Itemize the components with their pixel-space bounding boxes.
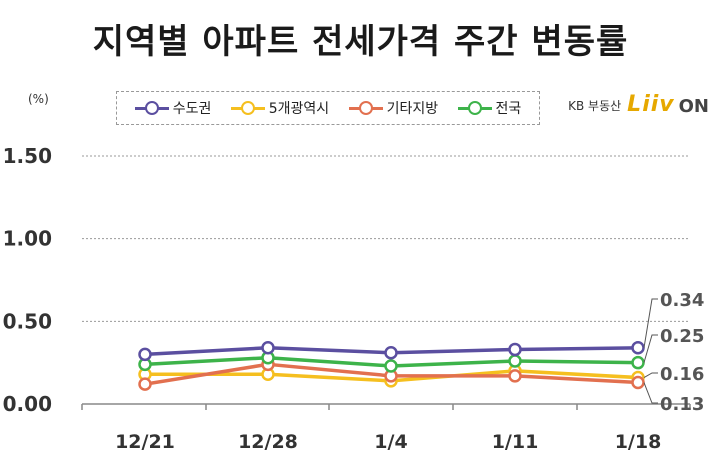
legend-swatch <box>348 101 383 115</box>
end-value-label: 0.25 <box>660 326 704 347</box>
legend-dot <box>144 101 159 115</box>
brand-logo-text: Liiv <box>627 92 675 117</box>
y-tick-label: 1.50 <box>3 144 52 168</box>
brand-suffix: ON <box>678 96 709 117</box>
x-tick-label: 12/21 <box>115 431 175 453</box>
legend-item-metro: 수도권 <box>134 98 212 118</box>
series-point <box>508 369 522 383</box>
chart-legend: 수도권 5개광역시 기타지방 전국 <box>116 91 540 125</box>
legend-label: 5개광역시 <box>268 101 330 117</box>
legend-label: 수도권 <box>172 101 212 117</box>
series-point <box>138 347 152 362</box>
y-tick-label: 1.00 <box>3 227 52 251</box>
end-value-label: 0.34 <box>660 290 704 311</box>
x-tick-label: 1/4 <box>374 431 407 453</box>
legend-item-nationwide: 전국 <box>457 98 522 118</box>
series-point <box>138 377 152 391</box>
legend-dot <box>358 101 373 115</box>
series-point <box>261 341 275 355</box>
legend-dot <box>240 101 255 115</box>
chart-title: 지역별 아파트 전세가격 주간 변동률 <box>92 22 629 62</box>
legend-swatch <box>230 101 265 115</box>
end-value-label: 0.13 <box>660 394 704 415</box>
legend-swatch <box>457 101 492 115</box>
x-tick-label: 1/18 <box>615 431 662 453</box>
x-tick-label: 12/28 <box>238 431 298 453</box>
y-tick-label: 0.00 <box>3 392 52 416</box>
brand-logo: KB 부동산 Liiv ON <box>568 92 709 117</box>
callout-line <box>643 298 658 348</box>
series-point <box>384 345 398 360</box>
legend-item-five-cities: 5개광역시 <box>230 98 330 118</box>
brand-prefix: KB 부동산 <box>568 99 622 113</box>
x-tick-label: 1/11 <box>492 431 539 453</box>
series-point <box>384 359 398 373</box>
callout-line <box>643 334 658 363</box>
series-point <box>631 341 645 355</box>
legend-dot <box>467 101 482 115</box>
series-point <box>631 355 645 370</box>
end-value-label: 0.16 <box>660 364 704 385</box>
legend-swatch <box>134 101 169 115</box>
legend-item-other-regions: 기타지방 <box>348 98 439 118</box>
series-point <box>508 342 522 357</box>
series-point <box>508 354 522 368</box>
legend-label: 전국 <box>495 101 522 117</box>
y-tick-label: 0.50 <box>3 309 52 333</box>
series-point <box>631 375 645 390</box>
callout-line <box>643 382 658 404</box>
y-axis-unit: (%) <box>28 92 49 106</box>
legend-label: 기타지방 <box>386 101 439 117</box>
callout-line <box>643 372 658 378</box>
